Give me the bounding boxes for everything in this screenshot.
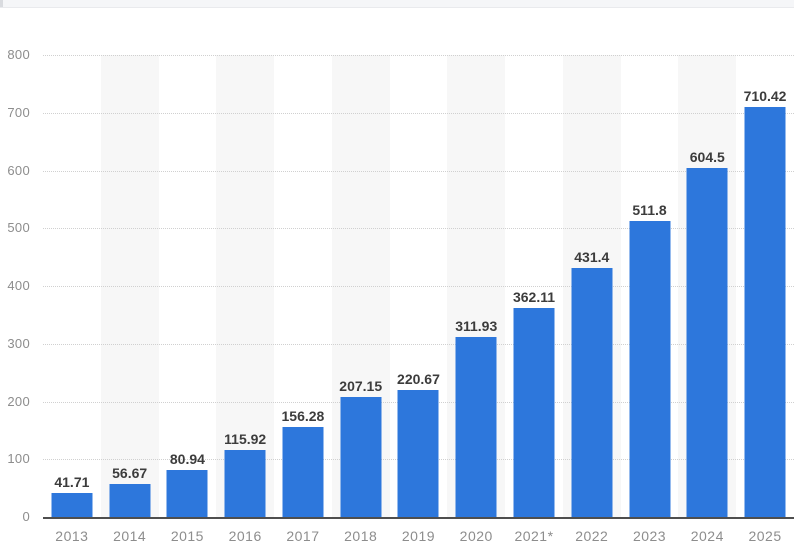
x-tick-label: 2021*	[514, 528, 554, 544]
gridline-400	[43, 286, 794, 287]
x-tick-label: 2024	[690, 528, 724, 544]
chart-column: 156.28	[274, 55, 332, 517]
chart-column: 56.67	[101, 55, 159, 517]
bar-value-label: 431.4	[574, 248, 610, 265]
chart-column: 511.8	[621, 55, 679, 517]
gridline-600	[43, 170, 794, 172]
bar-2018[interactable]	[340, 397, 382, 517]
gridline-700	[43, 112, 794, 114]
bar-2013[interactable]	[51, 492, 93, 517]
x-axis-baseline	[43, 517, 794, 519]
y-tick-label: 500	[7, 220, 30, 236]
bar-2022[interactable]	[571, 267, 613, 517]
top-scrollbar-track	[0, 0, 794, 8]
chart-column: 80.94	[159, 55, 217, 517]
chart-column: 220.67	[390, 55, 448, 517]
x-axis-labels: 2013 2014 2015 2016 2017 2018 2019 2020 2021* 202…	[43, 528, 794, 544]
x-tick-label: 2019	[401, 528, 436, 544]
x-tick-label: 2015	[170, 528, 204, 544]
x-tick-label: 2020	[459, 528, 493, 544]
x-tick-label: 2025	[748, 528, 782, 544]
bar-value-label: 156.28	[281, 407, 325, 424]
x-tick-label: 2013	[55, 528, 89, 544]
x-tick-label: 2016	[228, 528, 262, 544]
bar-2019[interactable]	[397, 389, 439, 517]
bar-value-label: 710.42	[743, 87, 787, 104]
chart-column: 362.11	[505, 55, 563, 517]
bar-value-label: 362.11	[512, 288, 556, 305]
chart-column: 710.42	[736, 55, 794, 517]
y-tick-label: 700	[7, 104, 30, 120]
x-tick-label: 2023	[632, 528, 667, 544]
plot-area: 41.71 56.67 80.94 115.92 156.28 207.15 220.67 3…	[43, 55, 794, 517]
bar-value-label: 604.5	[689, 148, 725, 165]
y-tick-label: 200	[7, 393, 30, 409]
chart-column: 311.93	[447, 55, 505, 517]
gridline-500	[43, 228, 794, 230]
bar-value-label: 56.67	[112, 465, 148, 482]
gridline-300	[43, 343, 794, 345]
y-tick-label: 600	[7, 162, 30, 178]
bar-value-label: 41.71	[54, 473, 90, 490]
bar-2017[interactable]	[282, 426, 324, 517]
y-tick-label: 800	[7, 47, 30, 62]
chart-column: 115.92	[216, 55, 274, 517]
y-tick-label: 0	[22, 509, 30, 524]
bar-2023[interactable]	[629, 221, 671, 517]
bar-value-label: 220.67	[397, 370, 440, 387]
x-tick-label: 2018	[344, 528, 378, 544]
bar-value-label: 511.8	[632, 202, 667, 219]
chart-column: 207.15	[332, 55, 390, 517]
y-tick-label: 400	[7, 278, 30, 293]
gridline-800	[43, 55, 794, 56]
x-tick-label: 2017	[286, 528, 320, 544]
chart-column: 604.5	[678, 55, 736, 517]
bar-2025[interactable]	[744, 106, 786, 517]
y-tick-label: 100	[7, 451, 30, 467]
bar-2014[interactable]	[109, 484, 151, 517]
bar-2024[interactable]	[686, 167, 728, 517]
chart-column: 431.4	[563, 55, 621, 517]
bar-value-label: 311.93	[455, 317, 498, 334]
y-tick-label: 300	[7, 335, 30, 351]
scrollbar-thumb	[0, 0, 3, 7]
bar-2020[interactable]	[455, 336, 497, 517]
bar-value-label: 115.92	[224, 431, 267, 448]
chart-column: 41.71	[43, 55, 101, 517]
bar-value-label: 207.15	[339, 378, 383, 395]
bar-2015[interactable]	[166, 470, 208, 517]
x-tick-label: 2014	[113, 528, 147, 544]
bar-2016[interactable]	[224, 450, 266, 517]
bar-value-label: 80.94	[169, 451, 205, 468]
bar-2021[interactable]	[513, 307, 555, 517]
x-tick-label: 2022	[575, 528, 609, 544]
